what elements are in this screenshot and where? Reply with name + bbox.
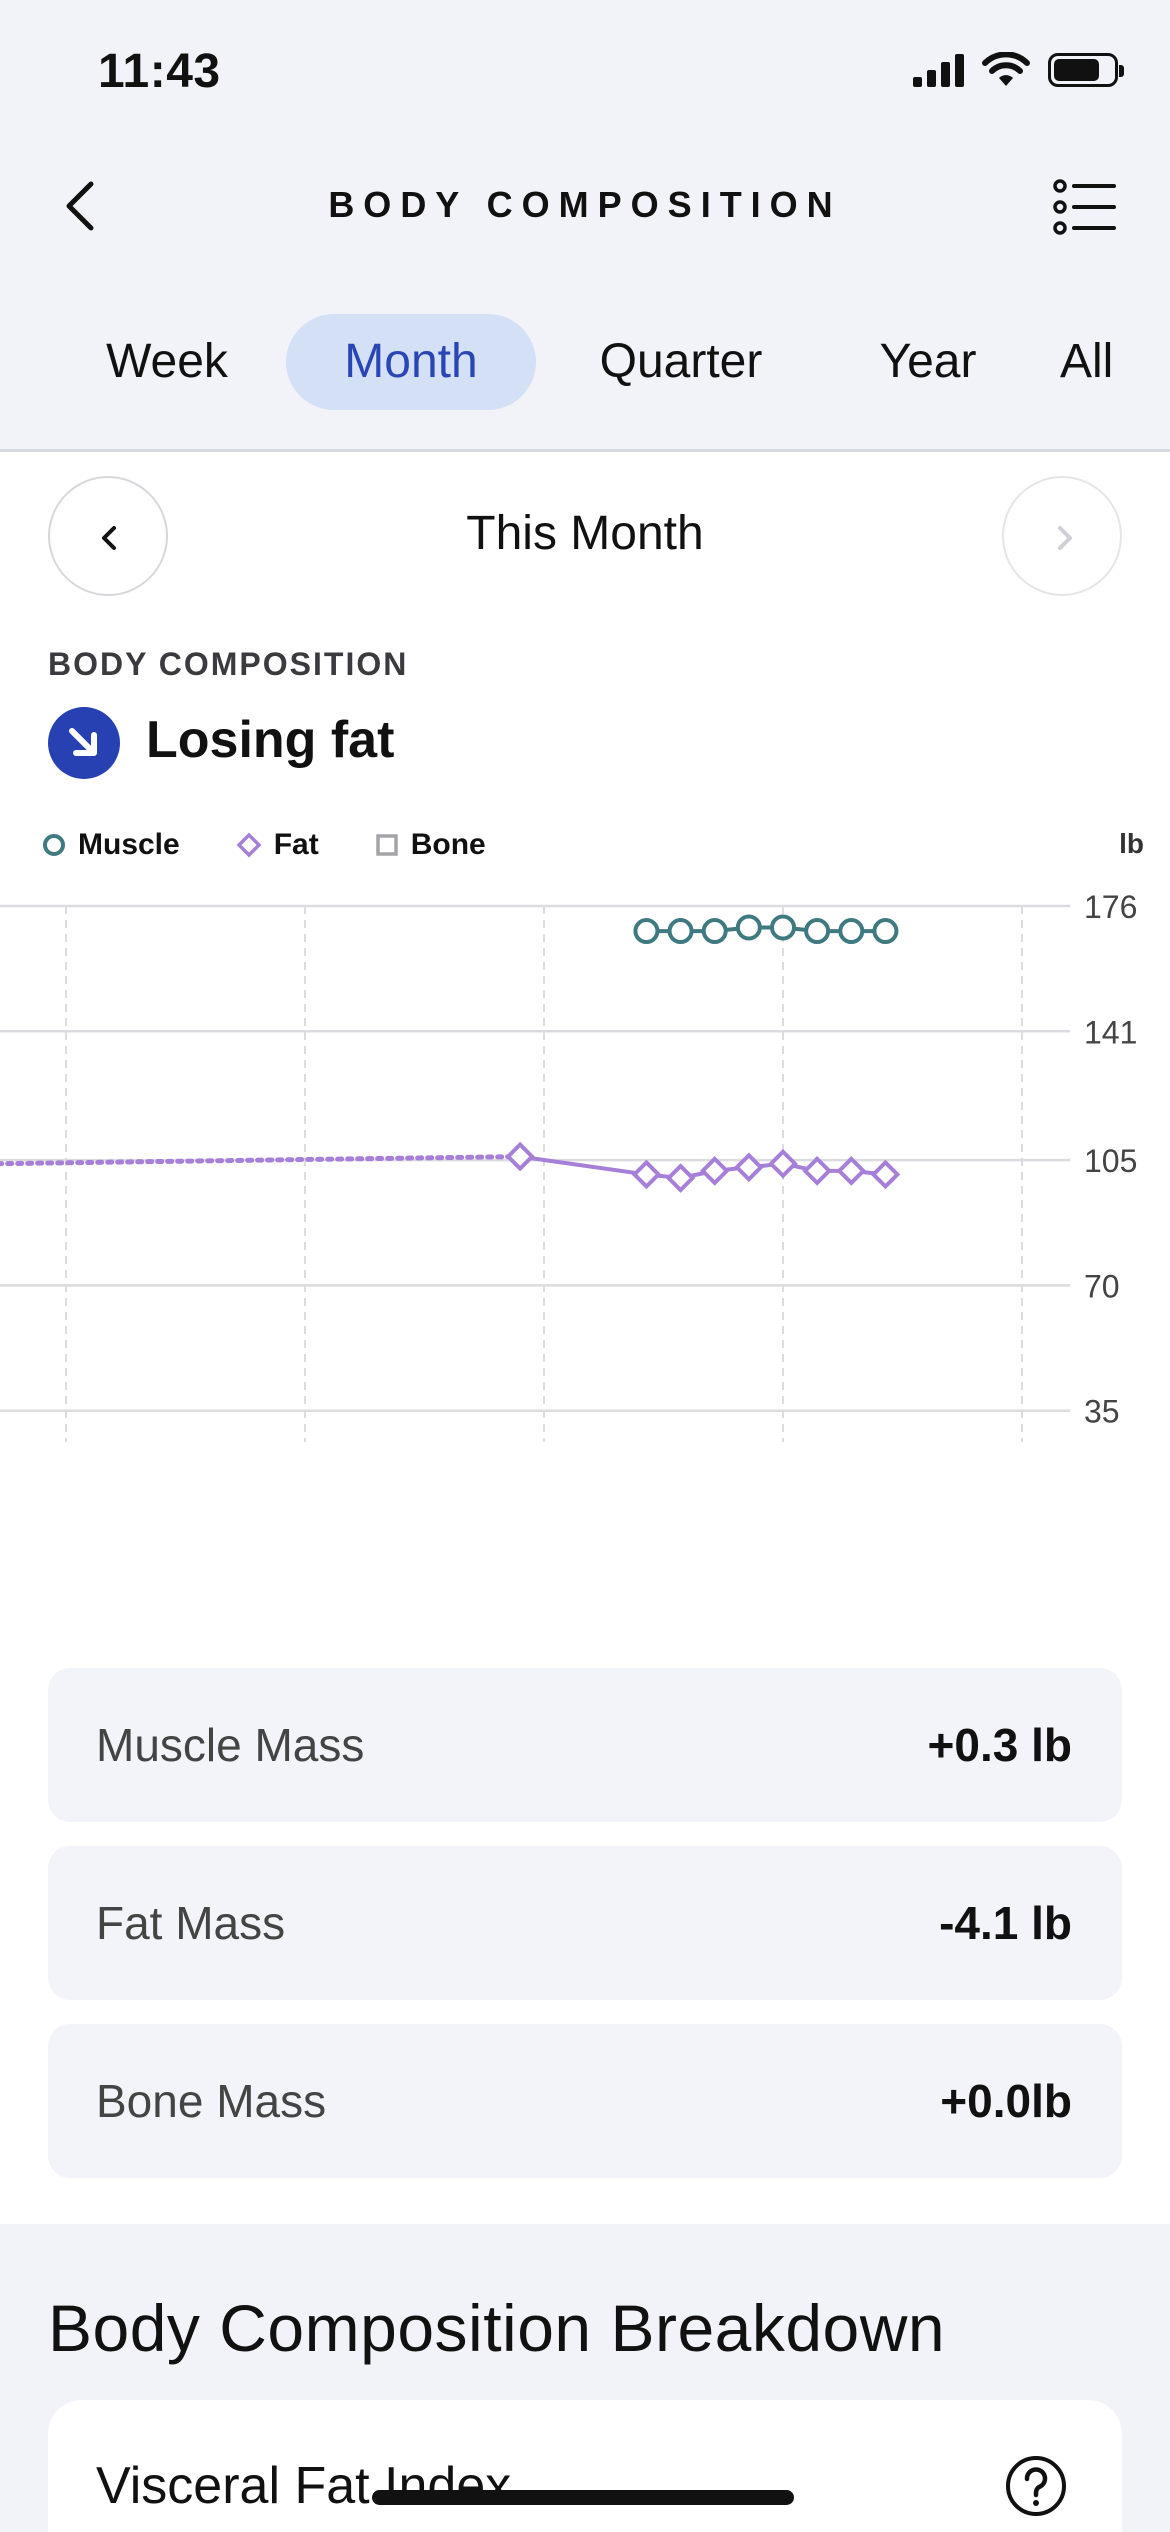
tab-all[interactable]: All	[1060, 335, 1114, 388]
legend-fat-label: Fat	[273, 828, 319, 861]
square-marker-icon	[375, 834, 398, 856]
y-tick-label: 35	[1084, 1394, 1120, 1430]
point-fat	[631, 1159, 662, 1190]
metric-value: -4.1 lb	[939, 1897, 1072, 1949]
legend-fat: Fat	[236, 828, 319, 862]
status-icons	[913, 52, 1124, 88]
trend-down-arrow-icon	[48, 707, 120, 779]
point-muscle	[701, 918, 728, 945]
metric-value: +0.0lb	[940, 2075, 1072, 2127]
point-fat	[505, 1141, 535, 1172]
wifi-icon	[982, 52, 1030, 86]
status-bar: 11:43	[0, 0, 1170, 140]
tab-week[interactable]: Week	[106, 335, 228, 388]
diamond-marker-icon	[236, 832, 262, 858]
legend-muscle-label: Muscle	[78, 828, 180, 861]
home-indicator[interactable]	[372, 2490, 794, 2505]
metric-label: Bone Mass	[96, 2075, 327, 2127]
legend-bone: Bone	[375, 828, 486, 862]
y-tick-label: 70	[1084, 1268, 1120, 1304]
metric-muscle-mass[interactable]: Muscle Mass +0.3 lb	[48, 1668, 1122, 1822]
chevron-left-icon	[102, 526, 116, 550]
previous-period-button[interactable]	[48, 476, 168, 596]
point-muscle	[872, 918, 899, 945]
metric-label: Muscle Mass	[96, 1719, 365, 1771]
tab-quarter[interactable]: Quarter	[599, 335, 763, 388]
y-tick-label: 141	[1084, 1014, 1137, 1050]
period-tabs: Week Month Quarter Year All	[0, 312, 1170, 412]
y-tick-label: 176	[1084, 889, 1137, 925]
point-fat	[870, 1159, 901, 1190]
legend-bone-label: Bone	[410, 828, 486, 861]
visceral-fat-label: Visceral Fat Index	[96, 2457, 512, 2515]
period-label: This Month	[466, 507, 704, 560]
y-axis-unit: lb	[1119, 828, 1144, 859]
list-menu-icon[interactable]	[1052, 174, 1118, 240]
composition-card: This Month BODY COMPOSITION Losing fat M…	[0, 452, 1170, 2224]
point-fat	[665, 1163, 696, 1193]
top-navigation-bar: BODY COMPOSITION	[0, 150, 1170, 262]
tab-month[interactable]: Month	[286, 314, 536, 410]
metric-label: Fat Mass	[96, 1897, 286, 1949]
metric-value: +0.3 lb	[927, 1719, 1072, 1771]
point-muscle	[838, 918, 865, 945]
visceral-fat-card[interactable]: Visceral Fat Index	[48, 2400, 1122, 2532]
point-fat	[768, 1148, 798, 1179]
body-composition-chart: 17614110570350Mon 1Mon 8Mon 15Mon 22Mon	[0, 889, 1137, 1442]
next-period-button[interactable]	[1002, 476, 1122, 596]
point-muscle	[770, 914, 796, 941]
point-muscle	[633, 918, 660, 945]
breakdown-title: Body Composition Breakdown	[48, 2291, 946, 2365]
point-muscle	[804, 918, 831, 945]
point-fat	[699, 1156, 730, 1186]
circle-marker-icon	[43, 834, 65, 856]
chart-legend: Muscle Fat Bone	[42, 828, 542, 862]
back-chevron-icon[interactable]	[55, 176, 115, 236]
tab-year[interactable]: Year	[879, 335, 977, 388]
point-fat	[836, 1156, 867, 1186]
chevron-right-icon	[1058, 526, 1072, 550]
status-time: 11:43	[98, 45, 221, 98]
help-question-icon[interactable]	[1004, 2454, 1068, 2518]
point-fat	[802, 1156, 832, 1186]
metric-bone-mass[interactable]: Bone Mass +0.0lb	[48, 2024, 1122, 2178]
point-fat	[734, 1152, 764, 1183]
page-title: BODY COMPOSITION	[328, 184, 842, 225]
metric-fat-mass[interactable]: Fat Mass -4.1 lb	[48, 1846, 1122, 2000]
point-muscle	[735, 914, 762, 941]
series-fat-dotted-line	[0, 1154, 523, 1167]
period-navigator: This Month	[0, 476, 1170, 600]
legend-muscle: Muscle	[42, 828, 180, 862]
y-tick-label: 105	[1084, 1143, 1137, 1179]
point-muscle	[667, 918, 694, 945]
trend-text: Losing fat	[146, 711, 395, 769]
tabs-divider	[0, 449, 1170, 452]
section-label: BODY COMPOSITION	[48, 646, 409, 682]
battery-icon	[1048, 53, 1124, 87]
cellular-signal-icon	[913, 53, 964, 87]
